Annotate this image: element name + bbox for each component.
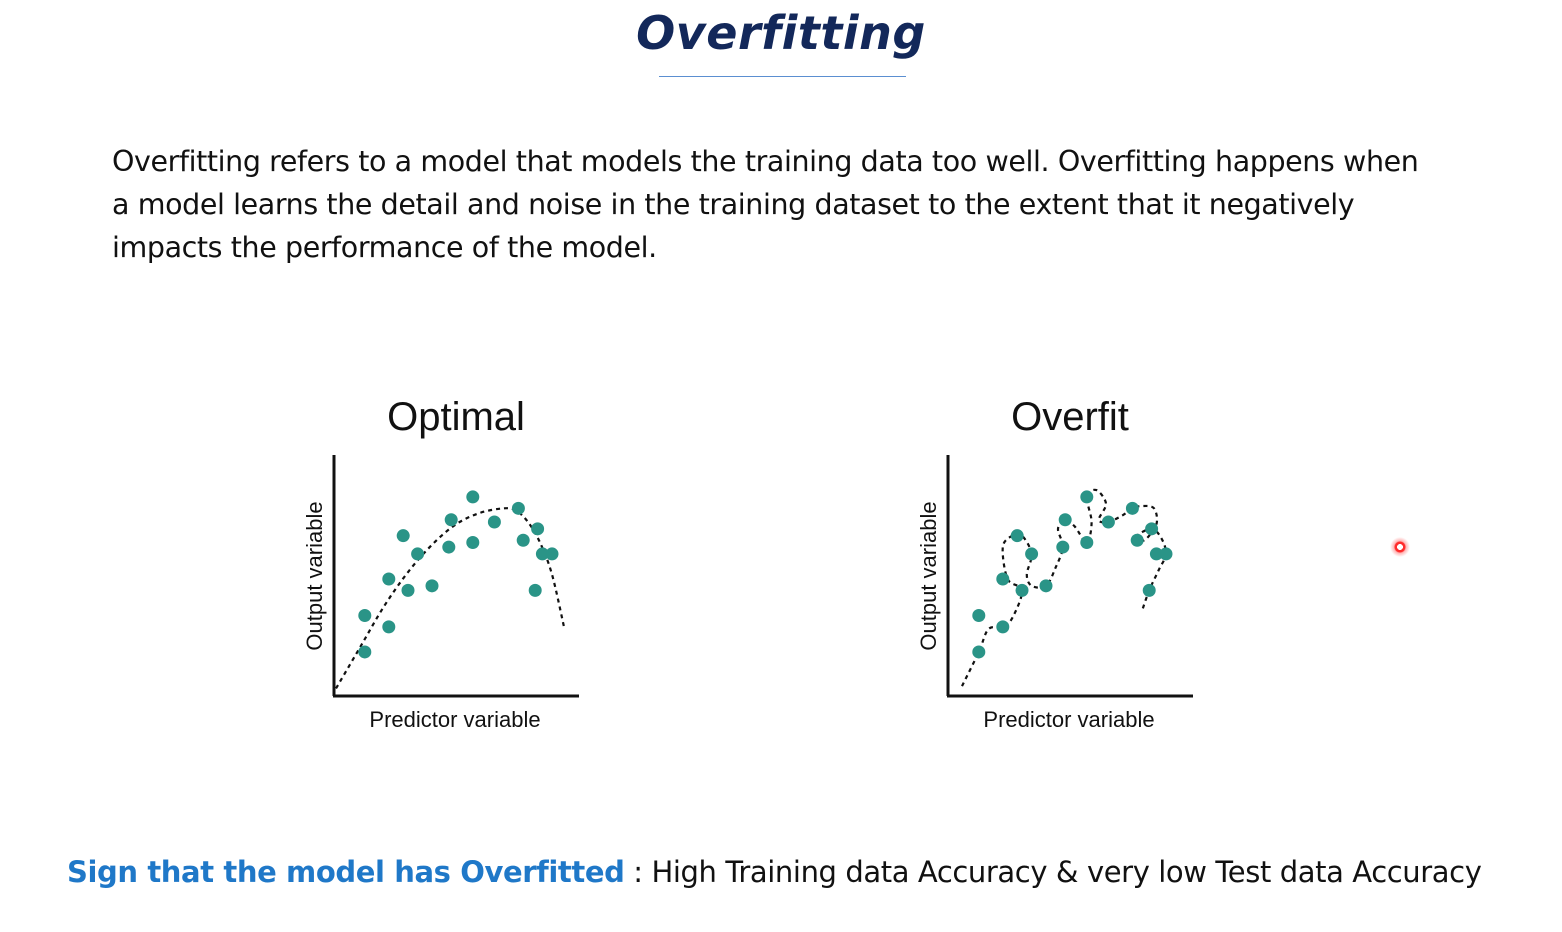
data-point — [511, 501, 525, 515]
overfit-chart-svg: Overfit Predictor variable Output variab… — [916, 395, 1193, 732]
data-point — [401, 583, 415, 597]
data-point — [1058, 513, 1072, 527]
slide-title: Overfitting — [636, 6, 926, 60]
optimal-chart-svg: Optimal Predictor variable Output variab… — [302, 395, 579, 732]
data-point — [358, 608, 372, 622]
data-point — [425, 579, 439, 593]
data-point — [516, 533, 530, 547]
laser-pointer-icon — [1390, 537, 1410, 557]
data-point — [531, 522, 545, 536]
data-point — [1015, 583, 1029, 597]
data-point — [382, 620, 396, 634]
data-point — [535, 547, 549, 561]
data-point — [1142, 583, 1156, 597]
data-point — [996, 572, 1010, 586]
data-point — [382, 572, 396, 586]
data-point — [466, 536, 480, 550]
optimal-chart: Optimal Predictor variable Output variab… — [290, 385, 610, 745]
data-point — [1101, 515, 1115, 529]
data-point — [1130, 533, 1144, 547]
data-point — [972, 645, 986, 659]
data-point — [1025, 547, 1039, 561]
overfit-chart: Overfit Predictor variable Output variab… — [904, 385, 1224, 745]
data-point — [442, 540, 456, 554]
x-axis-label: Predictor variable — [983, 707, 1154, 732]
chart-marks — [961, 488, 1173, 687]
title-underline — [659, 76, 906, 77]
data-point — [528, 583, 542, 597]
data-point — [444, 513, 458, 527]
data-point — [972, 608, 986, 622]
data-point — [545, 547, 559, 561]
y-axis-label: Output variable — [302, 501, 327, 650]
x-axis-label: Predictor variable — [369, 707, 540, 732]
data-point — [1145, 522, 1159, 536]
chart-title: Optimal — [387, 395, 525, 439]
data-point — [396, 529, 410, 543]
data-point — [996, 620, 1010, 634]
data-point — [1056, 540, 1070, 554]
data-point — [1010, 529, 1024, 543]
data-point — [358, 645, 372, 659]
data-point — [487, 515, 501, 529]
y-axis-label: Output variable — [916, 501, 941, 650]
data-point — [1039, 579, 1053, 593]
data-point — [466, 490, 480, 504]
data-point — [1080, 490, 1094, 504]
data-point — [1159, 547, 1173, 561]
chart-title: Overfit — [1011, 395, 1129, 439]
overfit-sign-line: Sign that the model has Overfitted : Hig… — [67, 855, 1547, 889]
data-point — [411, 547, 425, 561]
definition-paragraph: Overfitting refers to a model that model… — [112, 145, 1419, 264]
data-point — [1125, 501, 1139, 515]
data-point — [1149, 547, 1163, 561]
fit-curve — [335, 507, 566, 689]
data-point — [1080, 536, 1094, 550]
chart-marks — [335, 490, 566, 689]
overfit-sign-label: Sign that the model has Overfitted — [67, 855, 625, 889]
overfit-sign-text: : High Training data Accuracy & very low… — [624, 855, 1482, 889]
